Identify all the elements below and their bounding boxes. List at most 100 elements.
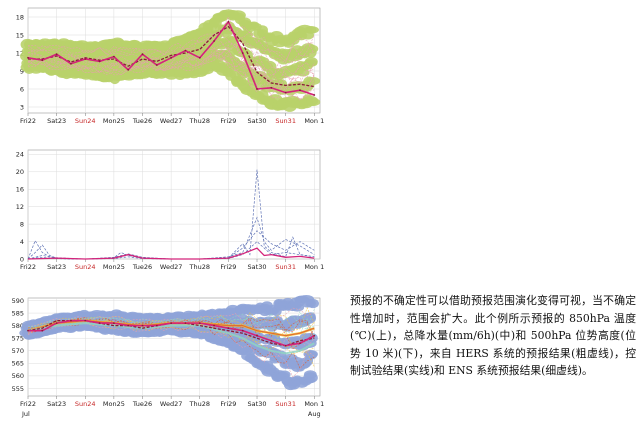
y-tick-label: 555 bbox=[12, 385, 24, 393]
control-point bbox=[270, 339, 273, 342]
control-point bbox=[98, 60, 101, 63]
y-tick-label: 18 bbox=[16, 13, 24, 21]
spread-blob bbox=[303, 44, 319, 54]
control-point bbox=[284, 91, 287, 94]
control-forecast-line bbox=[27, 247, 315, 260]
control-point bbox=[170, 322, 173, 325]
control-point bbox=[98, 322, 101, 325]
precipitation-chart: 0 4 8 12 16 20 24 Fri22 Sat23 Sun24 Mon25 Tue26 Wed2… bbox=[16, 149, 324, 271]
y-tick-label: 575 bbox=[12, 335, 24, 343]
y-tick-label: 3 bbox=[20, 103, 24, 111]
x-tick-label: Sat30 bbox=[248, 400, 267, 408]
control-point bbox=[70, 319, 72, 322]
spread-blob bbox=[305, 312, 316, 320]
x-tick-label: Sun24 bbox=[75, 263, 96, 271]
control-point bbox=[155, 324, 158, 327]
ensemble-member-line bbox=[27, 321, 315, 370]
temperature-chart: 3 6 9 12 15 18 Fri22 Sat23 Sun24 Mon25 Tue26 Wed27 T… bbox=[16, 7, 324, 125]
ensemble-member-line bbox=[27, 37, 315, 85]
x-tick-label: Mon 1 bbox=[304, 263, 324, 271]
x-tick-label: Fri29 bbox=[220, 400, 236, 408]
y-tick-label: 24 bbox=[16, 151, 24, 159]
ensemble-member-line bbox=[27, 319, 315, 355]
month-label: Aug bbox=[308, 410, 321, 418]
x-tick-label: Sat30 bbox=[248, 263, 267, 271]
spread-blob bbox=[303, 349, 318, 359]
x-tick-label: Sun31 bbox=[275, 117, 296, 125]
ensemble-member-line bbox=[27, 216, 315, 260]
y-tick-label: 12 bbox=[16, 49, 24, 57]
x-tick-label: Sat30 bbox=[248, 117, 267, 125]
control-point bbox=[213, 324, 215, 327]
y-tick-label: 585 bbox=[12, 309, 24, 317]
x-tick-label: Sun24 bbox=[75, 400, 96, 408]
control-point bbox=[84, 319, 87, 322]
x-tick-label: Mon25 bbox=[103, 400, 125, 408]
y-tick-label: 8 bbox=[20, 220, 24, 228]
control-point bbox=[55, 322, 58, 325]
x-tick-label: Sat23 bbox=[47, 263, 66, 271]
x-tick-label: Mon25 bbox=[103, 263, 125, 271]
control-point bbox=[241, 52, 244, 54]
control-point bbox=[141, 53, 144, 56]
hers-forecast-line bbox=[28, 25, 315, 88]
x-tick-label: Fri22 bbox=[20, 263, 36, 271]
spread-blob bbox=[303, 372, 318, 384]
y-tick-label: 570 bbox=[12, 347, 24, 355]
y-tick-label: 560 bbox=[12, 372, 24, 380]
control-point bbox=[27, 56, 29, 59]
x-tick-label: Tue26 bbox=[132, 263, 152, 271]
control-point bbox=[284, 344, 287, 347]
figure-caption: 预报的不确定性可以借助预报范围演化变得可视，当不确定性增加时，范围会扩大。此个例… bbox=[350, 294, 636, 378]
ensemble-member-line bbox=[27, 321, 315, 367]
y-tick-label: 590 bbox=[12, 297, 24, 305]
x-tick-label: Sun31 bbox=[275, 263, 296, 271]
spread-blob bbox=[307, 298, 320, 309]
control-point bbox=[256, 334, 258, 337]
control-point bbox=[41, 329, 44, 332]
spread-blob bbox=[306, 98, 321, 107]
temperature-chart-panel: 3 6 9 12 15 18 Fri22 Sat23 Sun24 Mon25 Tue26 Wed27 T… bbox=[0, 0, 340, 132]
x-tick-label: Mon 1 bbox=[304, 117, 324, 125]
control-point bbox=[299, 89, 301, 92]
y-tick-label: 4 bbox=[20, 238, 24, 246]
x-tick-label: Mon25 bbox=[103, 117, 125, 125]
ensemble-member-line bbox=[27, 310, 315, 333]
y-tick-label: 12 bbox=[16, 203, 24, 211]
control-point bbox=[241, 329, 244, 332]
x-tick-label: Tue26 bbox=[132, 400, 152, 408]
x-tick-label: Sat23 bbox=[47, 400, 66, 408]
x-tick-label: Mon 1 bbox=[304, 400, 324, 408]
control-point bbox=[127, 68, 130, 71]
x-tick-label: Fri29 bbox=[220, 263, 236, 271]
plot-area bbox=[27, 149, 321, 260]
ensemble-member-line bbox=[27, 46, 315, 96]
x-tick-label: Thu28 bbox=[189, 117, 210, 125]
precipitation-chart-panel: 0 4 8 12 16 20 24 Fri22 Sat23 Sun24 Mon25 Tue26 Wed2… bbox=[0, 142, 340, 274]
control-point bbox=[170, 56, 173, 59]
control-point bbox=[112, 322, 115, 325]
ensemble-member-line bbox=[27, 320, 315, 357]
y-tick-label: 0 bbox=[20, 255, 24, 263]
y-tick-label: 15 bbox=[16, 31, 24, 39]
ensemble-plume-cool bbox=[27, 322, 315, 355]
x-tick-label: Thu28 bbox=[189, 263, 210, 271]
y-tick-label: 6 bbox=[20, 85, 24, 93]
x-tick-label: Wed27 bbox=[160, 117, 182, 125]
control-point bbox=[127, 324, 130, 327]
spread-blob bbox=[304, 57, 318, 67]
y-tick-label: 16 bbox=[16, 186, 24, 194]
control-point bbox=[213, 40, 215, 42]
ensemble-member-line bbox=[27, 322, 315, 378]
ensemble-member-line bbox=[27, 44, 315, 85]
geopotential-chart: 555 560 565 570 575 580 585 590 Fri22 Sat23 Sun24 M… bbox=[12, 295, 324, 418]
control-point bbox=[299, 342, 301, 345]
ensemble-member-line bbox=[27, 25, 315, 64]
control-point bbox=[313, 94, 316, 96]
control-point bbox=[256, 88, 258, 90]
spread-blob bbox=[304, 26, 319, 34]
y-tick-label: 9 bbox=[20, 67, 24, 75]
x-tick-label: Wed27 bbox=[160, 400, 182, 408]
control-point bbox=[141, 324, 144, 327]
x-tick-label: Fri22 bbox=[20, 117, 36, 125]
